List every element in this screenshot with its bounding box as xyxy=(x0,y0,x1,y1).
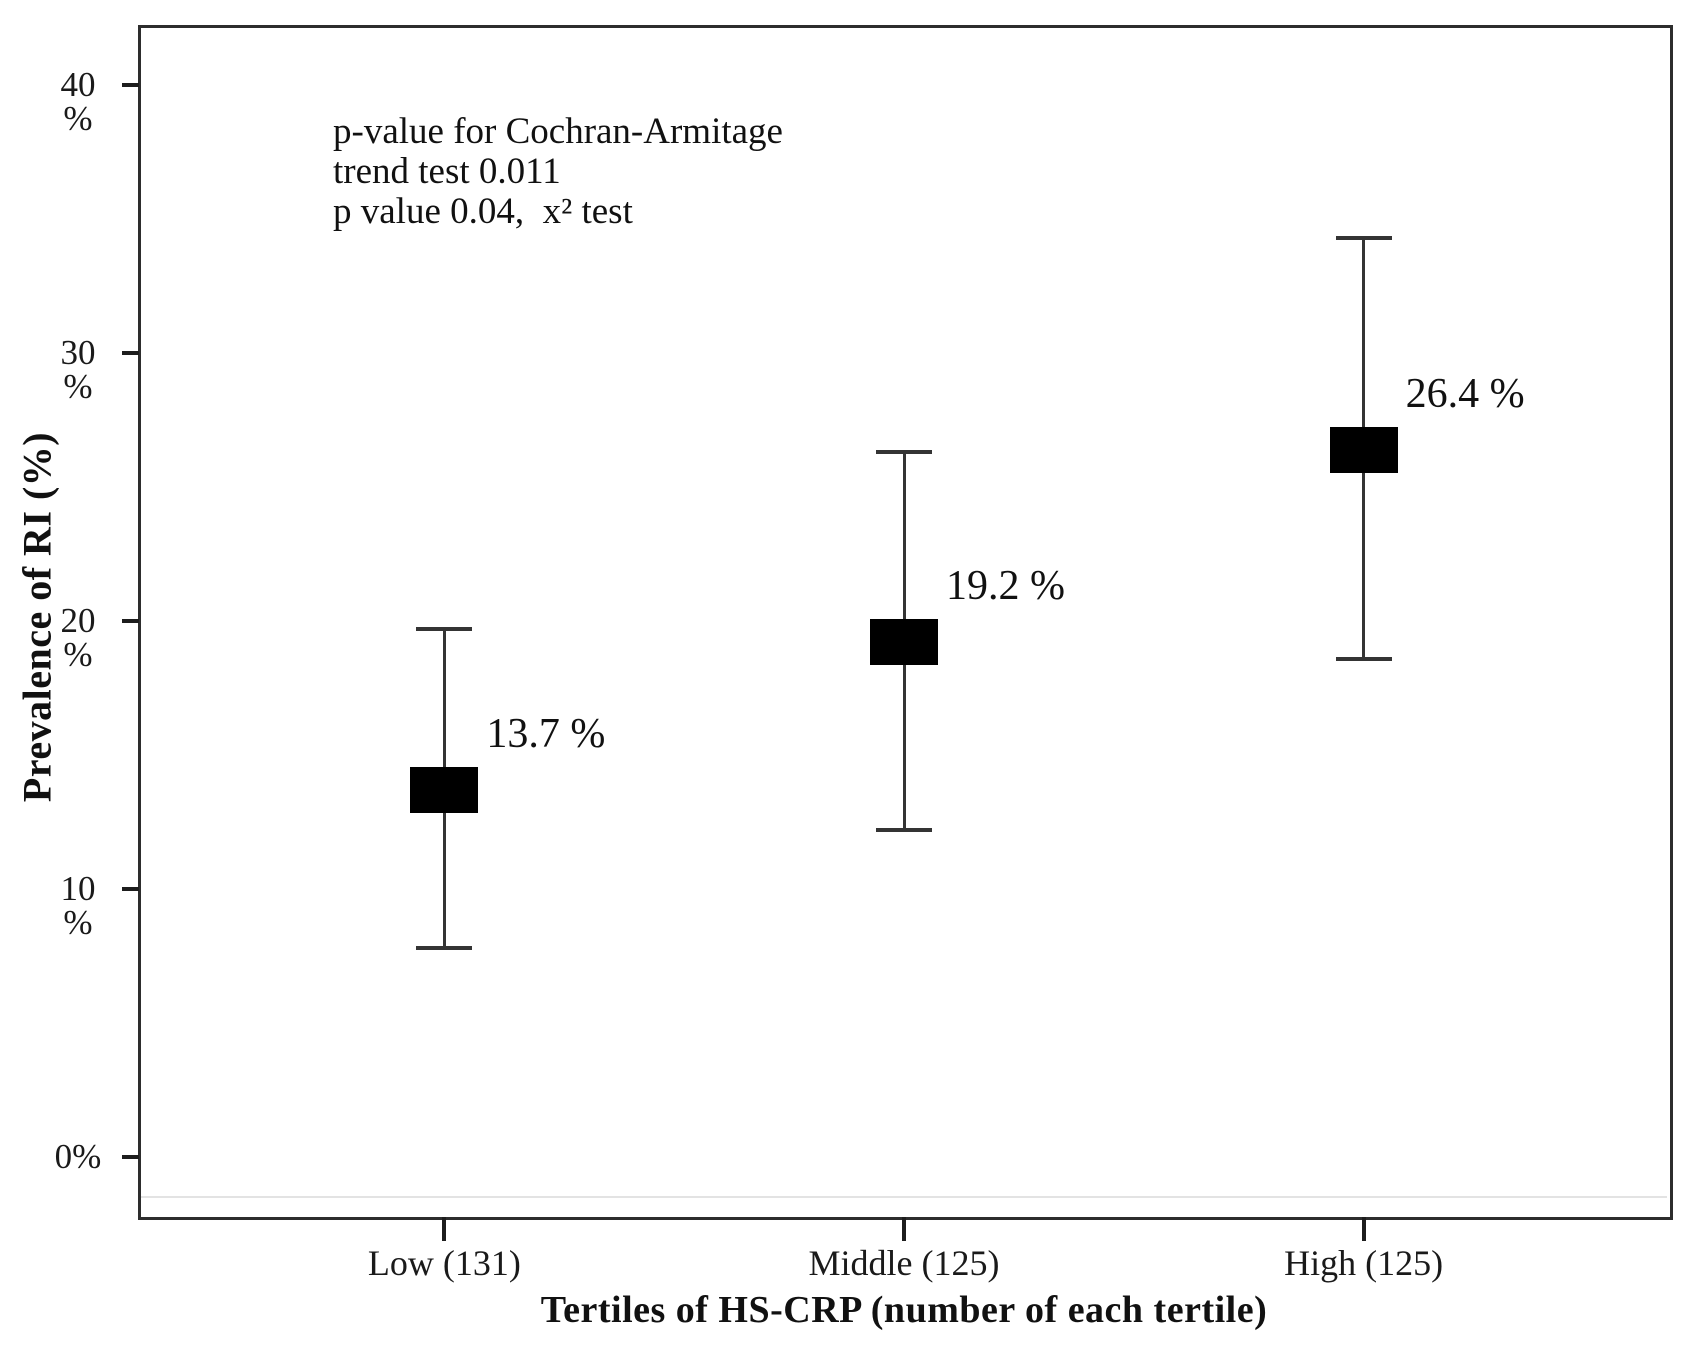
y-tick-mark xyxy=(122,1154,139,1159)
error-bar-cap-upper xyxy=(1335,235,1392,240)
x-tick-label: High (125) xyxy=(1284,1243,1444,1283)
data-point-marker xyxy=(870,619,938,666)
annotation-line-1: p-value for Cochran-Armitage xyxy=(333,111,783,152)
y-tick-mark xyxy=(122,83,139,88)
error-bar-cap-lower xyxy=(416,945,473,950)
data-point-marker xyxy=(410,766,479,813)
annotation-line-2: trend test 0.011 xyxy=(333,151,561,192)
error-bar-cap-lower xyxy=(876,827,932,832)
y-tick-mark xyxy=(122,619,139,623)
data-point-marker xyxy=(1329,426,1398,473)
data-point-label: 26.4 % xyxy=(1405,370,1525,417)
x-tick-mark xyxy=(902,1217,906,1241)
y-tick-label: 0% xyxy=(54,1136,102,1176)
error-bar-cap-upper xyxy=(876,450,932,455)
x-tick-mark xyxy=(442,1217,447,1241)
error-bar-cap-upper xyxy=(416,627,473,632)
y-tick-label: 20% xyxy=(60,601,96,674)
scan-artifact-line xyxy=(141,1196,1667,1198)
x-tick-label: Middle (125) xyxy=(808,1243,1000,1283)
y-tick-label: 10% xyxy=(60,868,96,942)
y-tick-label: 30% xyxy=(60,333,96,407)
error-bar-cap-lower xyxy=(1335,656,1392,661)
x-tick-mark xyxy=(1361,1217,1366,1241)
y-tick-mark xyxy=(122,351,139,356)
stats-annotation: p-value for Cochran-Armitage trend test … xyxy=(333,112,783,232)
annotation-line-3: p value 0.04, x² test xyxy=(333,191,633,232)
x-axis-title: Tertiles of HS-CRP (number of each terti… xyxy=(540,1289,1268,1331)
data-point-label: 13.7 % xyxy=(486,710,606,757)
y-tick-mark xyxy=(122,886,139,891)
data-point-label: 19.2 % xyxy=(946,563,1065,610)
y-tick-label: 40% xyxy=(60,65,96,139)
x-tick-label: Low (131) xyxy=(367,1243,521,1283)
